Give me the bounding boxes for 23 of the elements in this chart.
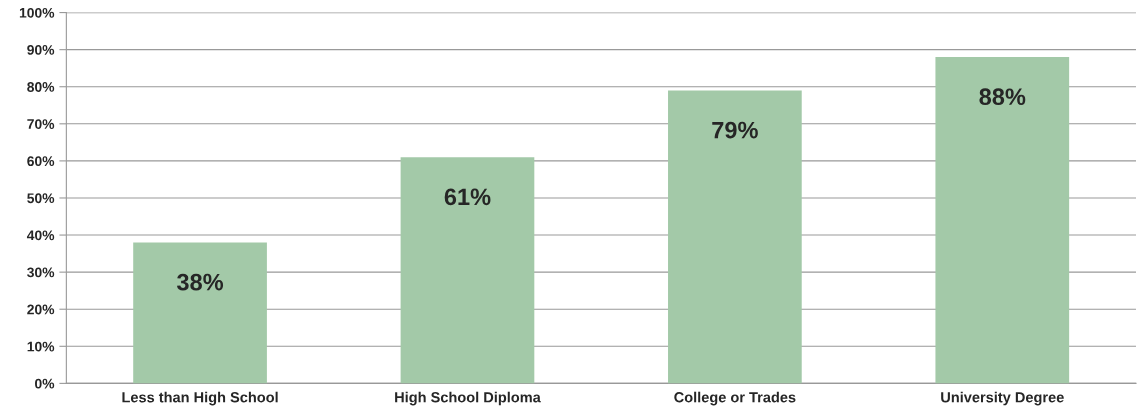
y-tick-label: 40%	[26, 230, 55, 241]
x-tick-label: High School Diploma	[395, 391, 541, 406]
y-tick-label: 90%	[27, 44, 55, 55]
bar	[133, 242, 267, 384]
y-tick-label: 100%	[19, 7, 55, 18]
y-tick-label: 80%	[27, 82, 55, 92]
bar	[935, 57, 1070, 384]
bar	[668, 90, 802, 384]
y-tick-label: 70%	[27, 119, 55, 129]
y-tick-label: 0%	[35, 378, 55, 389]
x-tick-label: University Degree	[941, 391, 1064, 406]
x-tick-label: Less than High School	[122, 391, 278, 406]
y-tick-label: 30%	[27, 267, 55, 278]
data-label: 38%	[176, 273, 224, 291]
y-tick-label: 10%	[27, 341, 55, 352]
data-label: 61%	[444, 188, 491, 206]
y-tick-label: 60%	[27, 156, 55, 167]
y-tick-label: 50%	[27, 193, 55, 204]
x-tick-label: College or Trades	[674, 391, 796, 406]
data-label: 79%	[712, 121, 758, 139]
bar	[400, 157, 535, 384]
data-label: 88%	[979, 88, 1026, 106]
y-tick-label: 20%	[27, 304, 55, 315]
